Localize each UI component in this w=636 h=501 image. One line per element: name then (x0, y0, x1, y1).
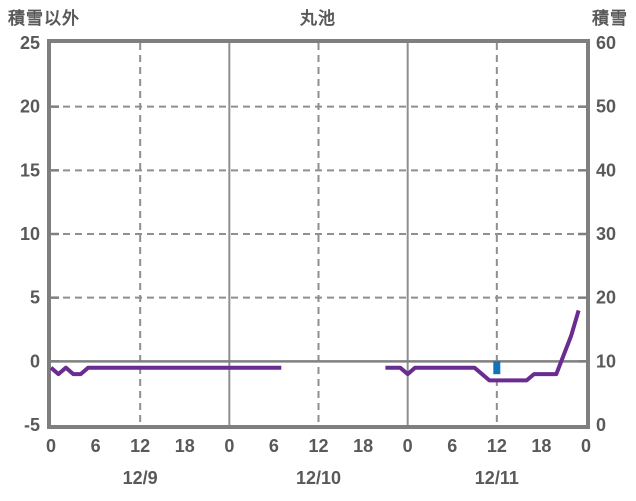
hour-tick-label: 12 (487, 436, 507, 456)
line-series-purple (49, 309, 581, 383)
left-axis-title: 積雪以外 (8, 9, 80, 28)
hour-tick-label: 18 (353, 436, 373, 456)
left-axis-tick-label: 10 (20, 224, 40, 244)
right-axis-tick-label: 40 (596, 160, 616, 180)
hour-tick-label: 0 (581, 436, 591, 456)
x-axis-hour-labels: 0 6 12 18 0 6 12 18 0 6 12 18 0 (46, 436, 591, 456)
snow-marker-square (493, 361, 501, 375)
hour-tick-label: 12 (308, 436, 328, 456)
right-axis-tick-label: 0 (596, 415, 606, 435)
line-segment (49, 365, 282, 377)
date-label: 12/11 (475, 468, 519, 488)
right-axis-tick-label: 10 (596, 351, 616, 371)
hour-tick-label: 0 (403, 436, 413, 456)
hour-tick-label: 0 (224, 436, 234, 456)
chart-title: 丸池 (300, 9, 336, 28)
left-axis-tick-label: 5 (30, 288, 40, 308)
right-axis-tick-label: 30 (596, 224, 616, 244)
date-label: 12/9 (123, 468, 158, 488)
left-axis-tick-label: -5 (24, 415, 40, 435)
left-axis-tick-label: 20 (20, 97, 40, 117)
hour-tick-label: 18 (175, 436, 195, 456)
right-axis-tick-label: 60 (596, 33, 616, 53)
hour-tick-label: 18 (531, 436, 551, 456)
right-axis-labels: 60 50 40 30 20 10 0 (596, 33, 616, 435)
line-segment (385, 309, 581, 383)
right-axis-tick-label: 50 (596, 97, 616, 117)
date-label: 12/10 (296, 468, 341, 488)
hour-tick-label: 0 (46, 436, 56, 456)
x-axis-date-labels: 12/9 12/10 12/11 (123, 468, 519, 488)
left-axis-tick-label: 15 (20, 160, 40, 180)
axis-tick-marks (51, 105, 586, 363)
left-axis-tick-label: 25 (20, 33, 40, 53)
hour-tick-label: 6 (447, 436, 457, 456)
hour-tick-label: 6 (269, 436, 279, 456)
left-axis-labels: 25 20 15 10 5 0 -5 (20, 33, 40, 435)
right-axis-title: 積雪 (592, 9, 628, 28)
hour-tick-label: 12 (130, 436, 150, 456)
hour-tick-label: 6 (91, 436, 101, 456)
plot-border (47, 39, 590, 429)
left-axis-tick-label: 0 (30, 351, 40, 371)
right-axis-tick-label: 20 (596, 288, 616, 308)
